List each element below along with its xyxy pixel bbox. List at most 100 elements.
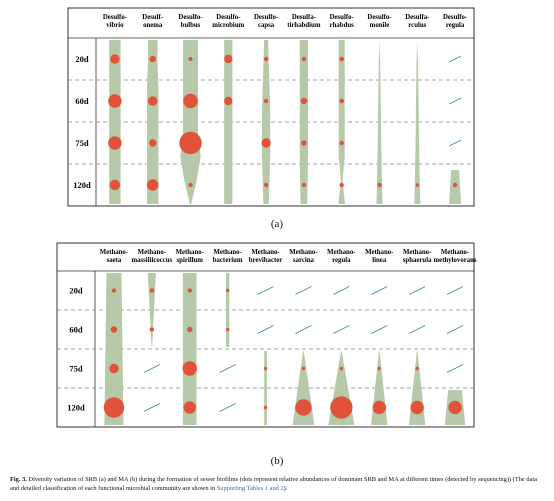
panel-b-label: (b) <box>270 455 284 467</box>
column-header-3: Methano- <box>213 249 242 256</box>
column-header-1: onema <box>143 22 163 29</box>
abundance-shape-2 <box>182 273 197 425</box>
row-label-120d: 120d <box>73 180 91 190</box>
abundance-dot <box>339 98 344 104</box>
abundance-dot <box>263 405 268 410</box>
abundance-dot <box>263 98 269 104</box>
absent-mark <box>257 325 274 334</box>
column-header-2: spirillum <box>177 257 204 264</box>
column-header-5: sarcina <box>293 257 315 264</box>
abundance-dot <box>188 182 193 188</box>
abundance-dot <box>224 54 233 64</box>
caption-supporting-link[interactable]: Supporting Tables 1 and 2 <box>216 485 284 492</box>
abundance-shape-2 <box>180 40 201 204</box>
column-header-7: linea <box>372 257 387 264</box>
abundance-dot <box>330 396 353 419</box>
column-header-4: Methano- <box>251 249 280 256</box>
absent-mark <box>219 403 236 412</box>
abundance-dot <box>377 366 381 371</box>
abundance-dot <box>111 288 117 293</box>
abundance-dot <box>110 326 118 333</box>
abundance-dot <box>410 400 424 415</box>
abundance-dot <box>225 327 230 332</box>
absent-mark <box>333 286 350 295</box>
column-header-0: Desulfo- <box>103 14 128 21</box>
row-label-60d: 60d <box>75 96 89 106</box>
column-header-0: vibrio <box>106 22 124 29</box>
row-label-120d: 120d <box>67 403 85 413</box>
abundance-shape-7 <box>376 40 383 204</box>
abundance-dot <box>377 182 382 188</box>
panel-b-chart: 20d60d75d120dMethano-saetaMethano-massil… <box>56 242 477 428</box>
column-header-8: rculus <box>408 22 426 29</box>
abundance-dot <box>188 57 193 61</box>
abundance-dot <box>263 56 269 62</box>
abundance-dot <box>108 136 122 150</box>
column-header-0: Methano- <box>100 249 129 256</box>
absent-mark <box>446 286 464 295</box>
absent-mark <box>371 286 388 295</box>
absent-mark <box>257 286 274 295</box>
column-header-8: sphaerula <box>403 257 432 264</box>
abundance-dot <box>149 139 157 147</box>
column-header-6: Desulfo- <box>330 14 355 21</box>
column-header-8: Desulfa- <box>405 14 430 21</box>
abundance-dot <box>295 399 312 416</box>
abundance-dot <box>110 54 120 64</box>
column-header-7: Methano- <box>365 249 394 256</box>
abundance-dot <box>415 183 419 187</box>
absent-mark <box>219 364 236 373</box>
abundance-dot <box>415 366 419 371</box>
row-label-20d: 20d <box>69 286 83 296</box>
column-header-7: Desulfo- <box>367 14 392 21</box>
abundance-dot <box>301 140 307 146</box>
abundance-dot <box>148 96 158 106</box>
abundance-dot <box>300 97 308 105</box>
abundance-dot <box>147 179 159 191</box>
abundance-dot <box>225 288 230 293</box>
abundance-dot <box>149 327 155 332</box>
panel-border <box>56 242 475 428</box>
abundance-dot <box>179 131 202 155</box>
column-header-0: saeta <box>107 257 122 264</box>
abundance-dot <box>448 400 462 415</box>
column-header-9: regula <box>446 22 465 29</box>
absent-mark <box>446 325 464 334</box>
figure-caption: Fig. 3. Diversity variation of SRB (a) a… <box>10 475 546 493</box>
absent-mark <box>371 325 388 334</box>
abundance-shape-1 <box>147 40 159 204</box>
column-header-5: tirhabdium <box>287 22 321 29</box>
column-header-4: capsa <box>258 22 275 29</box>
abundance-dot <box>182 361 197 376</box>
abundance-dot <box>263 366 268 371</box>
row-label-60d: 60d <box>69 325 83 335</box>
column-header-3: bacterium <box>213 257 243 264</box>
abundance-dot <box>372 400 386 415</box>
absent-mark <box>448 55 462 63</box>
column-header-3: microbium <box>212 22 244 29</box>
abundance-dot <box>261 138 271 148</box>
abundance-dot <box>301 182 307 188</box>
abundance-dot <box>103 397 125 418</box>
abundance-shape-1 <box>147 273 156 347</box>
absent-mark <box>448 139 462 147</box>
panel-a-chart: 20d 60d 75d 120d Desulfo-vibrio Desulf-onema D… <box>67 7 475 207</box>
absent-mark <box>408 325 426 334</box>
abundance-dot <box>109 179 121 191</box>
column-header-6: Methano- <box>327 249 356 256</box>
abundance-shape-8 <box>414 40 421 204</box>
abundance-dot <box>183 93 198 109</box>
abundance-dot <box>149 288 155 293</box>
column-header-9: Desulfo- <box>443 14 468 21</box>
column-header-2: bulbus <box>181 22 201 29</box>
absent-mark <box>448 97 462 105</box>
abundance-shape-5 <box>299 40 308 204</box>
absent-mark <box>143 364 161 373</box>
abundance-dot <box>339 366 344 371</box>
abundance-shape-4 <box>264 351 267 425</box>
abundance-dot <box>301 366 306 371</box>
abundance-shape-0 <box>109 40 121 204</box>
abundance-dot <box>183 401 196 414</box>
column-header-6: regula <box>332 257 351 264</box>
